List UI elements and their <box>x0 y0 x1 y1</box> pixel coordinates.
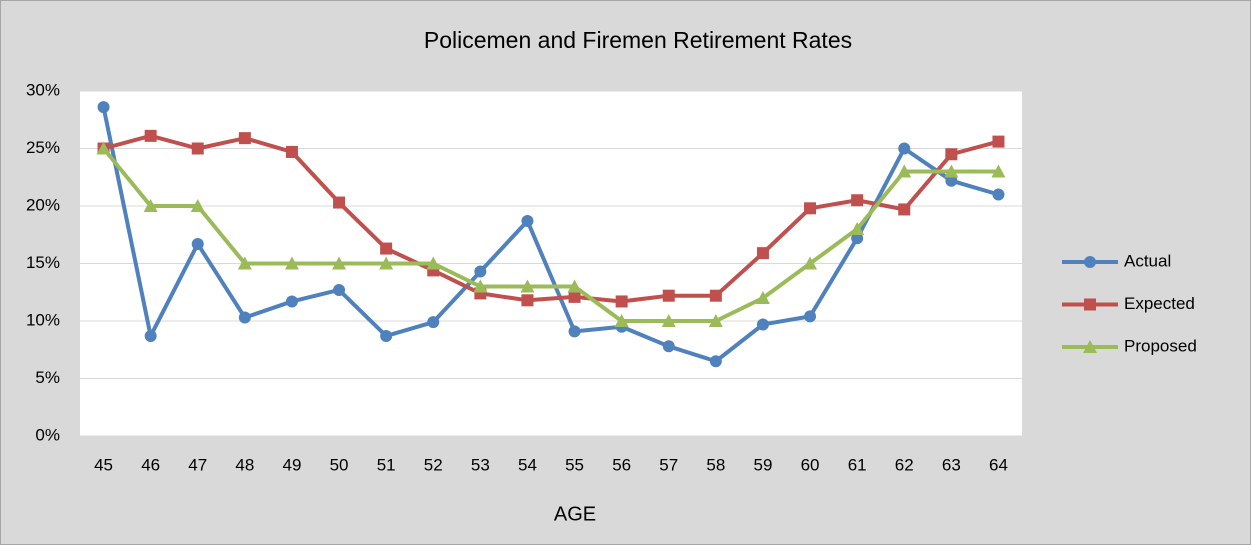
x-tick-label: 61 <box>848 455 867 474</box>
data-point <box>661 314 676 327</box>
data-point <box>568 290 581 303</box>
data-point <box>427 316 440 329</box>
x-axis-title: AGE <box>554 503 596 525</box>
data-point <box>945 174 958 187</box>
data-point <box>897 164 912 178</box>
data-point <box>804 202 817 215</box>
legend-label: Actual <box>1124 251 1171 270</box>
y-tick-label: 10% <box>26 310 60 329</box>
data-point <box>521 294 534 307</box>
series-line <box>101 106 1000 364</box>
data-point <box>238 311 251 324</box>
data-point <box>333 283 346 296</box>
x-tick-label: 59 <box>753 455 772 474</box>
data-point <box>850 222 865 235</box>
x-tick-label: 48 <box>235 455 254 474</box>
y-tick-label: 25% <box>26 138 60 157</box>
data-point <box>804 310 817 323</box>
data-point <box>521 214 534 227</box>
data-point <box>992 188 1005 201</box>
data-point <box>191 237 204 250</box>
data-point <box>614 314 629 327</box>
data-point <box>662 340 675 353</box>
data-point <box>332 256 347 270</box>
data-point <box>992 135 1005 148</box>
x-tick-label: 56 <box>612 455 631 474</box>
data-point <box>708 314 723 327</box>
y-tick-label: 5% <box>35 368 60 387</box>
legend-marker <box>1083 340 1097 353</box>
data-point <box>803 256 818 270</box>
data-point <box>709 355 722 368</box>
data-point <box>662 289 675 302</box>
data-point <box>568 325 581 338</box>
x-tick-label: 49 <box>282 455 301 474</box>
data-point <box>190 199 205 212</box>
data-point <box>851 232 864 245</box>
data-point <box>285 145 298 158</box>
legend-marker <box>1084 256 1096 268</box>
chart-title: Policemen and Firemen Retirement Rates <box>424 27 852 53</box>
data-point <box>379 256 394 270</box>
data-point <box>991 164 1006 178</box>
data-point <box>380 329 393 342</box>
y-tick-label: 20% <box>26 195 60 214</box>
data-point <box>333 196 346 209</box>
data-point <box>756 247 769 260</box>
series-line <box>102 147 999 323</box>
series-line <box>103 133 999 304</box>
data-point <box>755 291 770 304</box>
data-point <box>285 295 298 308</box>
data-point <box>284 256 299 270</box>
data-point <box>144 129 157 142</box>
x-tick-label: 54 <box>518 455 537 474</box>
x-tick-label: 63 <box>942 455 961 474</box>
x-tick-label: 57 <box>659 455 678 474</box>
y-tick-label: 0% <box>35 425 60 444</box>
x-tick-label: 55 <box>565 455 584 474</box>
data-point <box>474 265 487 278</box>
x-tick-label: 62 <box>895 455 914 474</box>
data-point <box>238 132 251 145</box>
data-point <box>709 289 722 302</box>
data-point <box>567 279 582 293</box>
x-tick-label: 45 <box>94 455 113 474</box>
x-tick-label: 58 <box>706 455 725 474</box>
legend-label: Proposed <box>1124 336 1197 355</box>
y-tick-label: 30% <box>26 80 60 99</box>
x-tick-label: 51 <box>377 455 396 474</box>
x-tick-label: 53 <box>471 455 490 474</box>
data-point <box>144 329 157 342</box>
legend-marker <box>1084 298 1096 311</box>
y-tick-label: 15% <box>26 253 60 272</box>
x-tick-label: 50 <box>330 455 349 474</box>
data-point <box>520 279 535 293</box>
data-point <box>473 279 488 293</box>
data-point <box>143 199 158 212</box>
data-point <box>756 318 769 331</box>
data-point <box>615 295 628 308</box>
data-point <box>426 256 441 270</box>
data-point <box>191 142 204 155</box>
data-point <box>851 194 864 207</box>
legend-label: Expected <box>1124 294 1195 313</box>
data-point <box>944 164 959 178</box>
x-tick-label: 64 <box>989 455 1008 474</box>
data-point <box>945 148 958 161</box>
data-point <box>237 256 252 270</box>
x-tick-label: 60 <box>801 455 820 474</box>
x-tick-label: 46 <box>141 455 160 474</box>
data-point <box>898 142 911 155</box>
data-point <box>898 203 911 216</box>
data-point <box>97 101 110 114</box>
data-point <box>96 141 111 155</box>
x-tick-label: 47 <box>188 455 207 474</box>
data-point <box>380 242 393 255</box>
x-tick-label: 52 <box>424 455 443 474</box>
